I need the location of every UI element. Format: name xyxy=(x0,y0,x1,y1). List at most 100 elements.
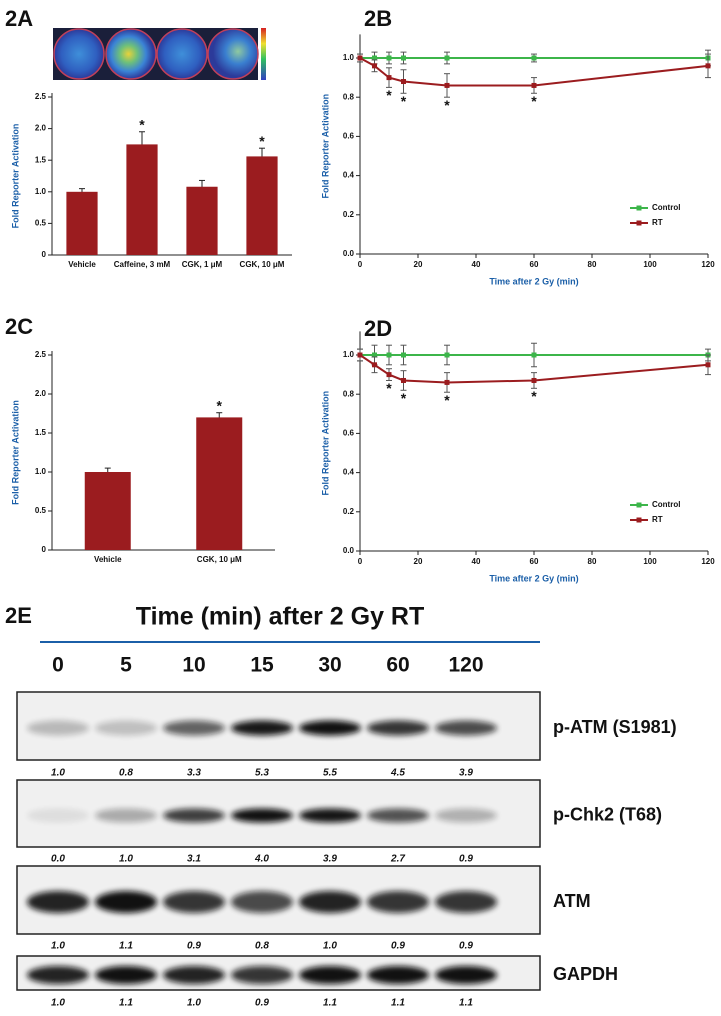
blot-title: Time (min) after 2 Gy RT xyxy=(136,603,425,631)
y-tick-label: 0.6 xyxy=(343,429,355,438)
lane-label: 60 xyxy=(386,654,409,677)
blot-band xyxy=(435,966,497,984)
point xyxy=(372,352,377,358)
blot-band xyxy=(231,891,293,913)
x-tick-label: 120 xyxy=(701,557,715,566)
band-quantification: 1.1 xyxy=(459,998,473,1009)
point xyxy=(401,352,406,358)
band-quantification: 1.1 xyxy=(323,998,337,1009)
band-quantification: 1.0 xyxy=(51,768,65,779)
band-quantification: 3.3 xyxy=(187,768,201,779)
blot-band xyxy=(299,891,361,913)
point xyxy=(705,362,711,368)
blot-band xyxy=(231,966,293,984)
panel-label: 2A xyxy=(5,6,33,31)
band-quantification: 1.1 xyxy=(119,941,133,952)
band-quantification: 1.0 xyxy=(187,998,201,1009)
blot-band xyxy=(231,808,293,823)
lane-label: 0 xyxy=(52,654,64,677)
band-quantification: 0.9 xyxy=(255,998,269,1009)
point xyxy=(444,379,450,385)
band-quantification: 5.3 xyxy=(255,768,269,779)
band-quantification: 3.9 xyxy=(323,854,337,865)
point xyxy=(386,372,392,378)
significance-mark: * xyxy=(401,93,407,109)
y-tick-label: 1.0 xyxy=(35,187,47,196)
blot-band xyxy=(95,720,157,736)
x-tick-label: 80 xyxy=(588,260,597,269)
point xyxy=(531,377,537,383)
y-axis-label: Fold Reporter Activation xyxy=(10,124,20,229)
blot-band xyxy=(435,891,497,913)
significance-mark: * xyxy=(386,87,392,103)
band-quantification: 3.1 xyxy=(187,854,201,865)
bar xyxy=(246,156,278,255)
point xyxy=(357,352,363,358)
x-axis-label: Time after 2 Gy (min) xyxy=(489,276,578,286)
x-tick-label: CGK, 10 μM xyxy=(197,555,242,564)
blot-band xyxy=(163,891,225,913)
blot-band xyxy=(231,720,293,736)
x-tick-label: 0 xyxy=(358,260,363,269)
y-tick-label: 0.0 xyxy=(343,546,355,555)
y-tick-label: 0.6 xyxy=(343,132,355,141)
row-label: p-Chk2 (T68) xyxy=(553,804,662,824)
blot-band xyxy=(299,966,361,984)
panel-label: 2D xyxy=(364,316,392,341)
legend-marker xyxy=(636,517,642,523)
y-tick-label: 2.5 xyxy=(35,350,47,359)
row-label: ATM xyxy=(553,891,591,911)
blot-band xyxy=(27,720,89,736)
legend-label: Control xyxy=(652,500,680,509)
point xyxy=(444,55,450,61)
point xyxy=(386,352,392,358)
y-tick-label: 0.5 xyxy=(35,219,47,228)
legend-marker xyxy=(636,220,642,226)
x-tick-label: 60 xyxy=(530,260,539,269)
point xyxy=(444,82,450,88)
significance-mark: * xyxy=(444,392,450,408)
band-quantification: 5.5 xyxy=(323,768,337,779)
y-tick-label: 1.0 xyxy=(343,53,355,62)
panel-label: 2C xyxy=(5,314,33,339)
blot-band xyxy=(163,808,225,823)
legend-label: RT xyxy=(652,218,663,227)
band-quantification: 0.9 xyxy=(187,941,201,952)
y-tick-label: 0.4 xyxy=(343,468,355,477)
row-label: GAPDH xyxy=(553,964,618,984)
y-tick-label: 2.0 xyxy=(35,389,47,398)
point xyxy=(357,55,363,61)
legend-label: RT xyxy=(652,515,663,524)
blot-band xyxy=(163,720,225,736)
x-tick-label: Vehicle xyxy=(68,260,96,269)
point xyxy=(401,79,406,85)
bar xyxy=(84,472,131,550)
luminescence-image xyxy=(53,28,266,80)
blot-band xyxy=(27,891,89,913)
panel-label: 2B xyxy=(364,6,392,31)
band-quantification: 1.0 xyxy=(323,941,337,952)
band-quantification: 1.0 xyxy=(51,998,65,1009)
point xyxy=(705,63,711,69)
blot-band xyxy=(435,720,497,736)
significance-mark: * xyxy=(386,380,392,396)
x-tick-label: 80 xyxy=(588,557,597,566)
y-tick-label: 0.2 xyxy=(343,507,355,516)
significance-mark: * xyxy=(531,93,537,109)
significance-mark: * xyxy=(217,397,223,413)
point xyxy=(372,55,377,61)
x-tick-label: 100 xyxy=(643,260,657,269)
point xyxy=(531,82,537,88)
band-quantification: 1.1 xyxy=(119,998,133,1009)
x-tick-label: CGK, 1 μM xyxy=(182,260,223,269)
lane-label: 10 xyxy=(182,654,205,677)
point xyxy=(531,55,537,61)
blot-band xyxy=(367,808,429,823)
y-tick-label: 1.0 xyxy=(35,467,47,476)
band-quantification: 0.8 xyxy=(119,768,133,779)
x-tick-label: 60 xyxy=(530,557,539,566)
y-tick-label: 0.0 xyxy=(343,249,355,258)
bar xyxy=(126,144,158,255)
blot-band xyxy=(95,966,157,984)
